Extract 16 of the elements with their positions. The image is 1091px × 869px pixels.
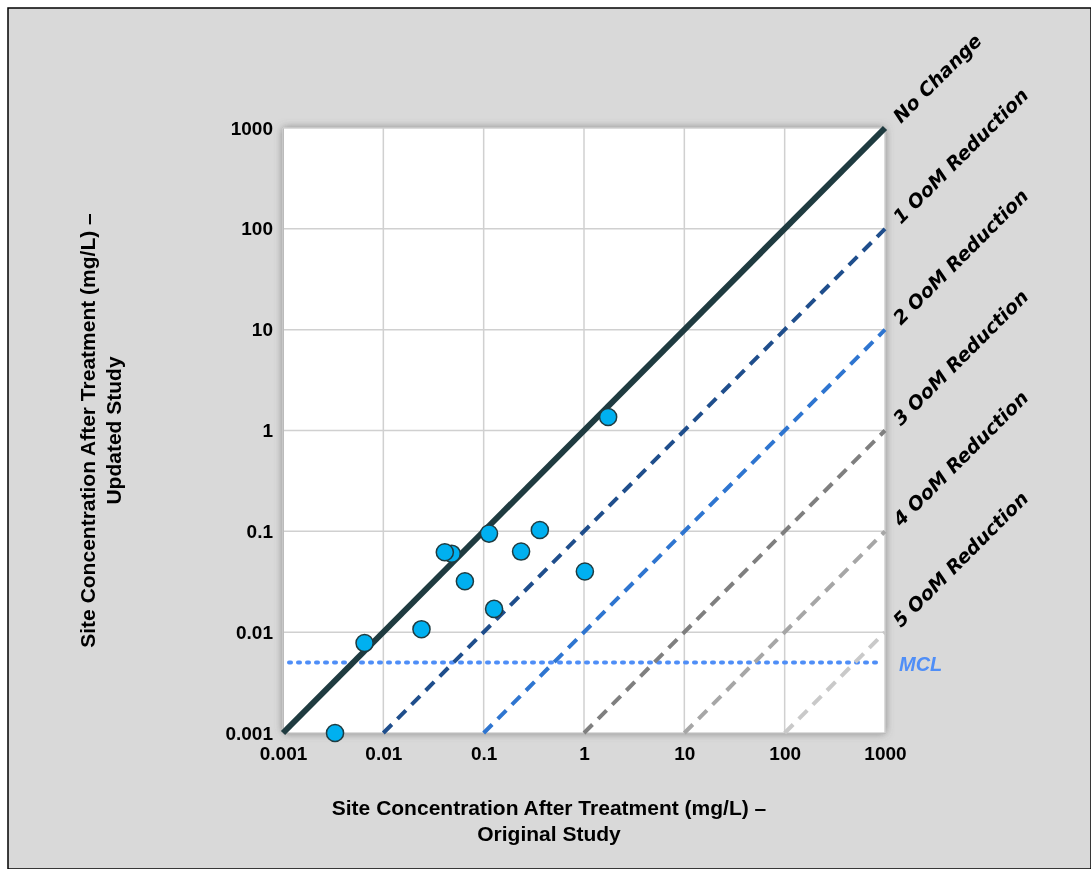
x-tick-label: 10: [674, 743, 696, 765]
y-tick-label: 0.1: [246, 520, 274, 542]
y-tick-label: 0.01: [236, 621, 274, 643]
x-axis-title: Site Concentration After Treatment (mg/L) – Original Study: [331, 796, 767, 846]
x-tick-label: 1000: [864, 743, 907, 765]
x-tick-label: 1: [579, 743, 591, 765]
y-tick-label: 1: [262, 420, 274, 442]
y-tick-label: 100: [241, 218, 273, 240]
x-tick-label: 0.1: [470, 743, 498, 765]
y-tick-label: 10: [251, 319, 273, 341]
y-tick-label: 0.001: [225, 722, 274, 744]
x-tick-label: 100: [769, 743, 802, 765]
y-axis-title: Site Concentration After Treatment (mg/L) – Updated Study: [76, 212, 126, 648]
y-tick-label: 1000: [230, 117, 273, 139]
x-tick-label: 0.01: [365, 743, 403, 765]
ref-line-label: MCL: [899, 652, 943, 675]
